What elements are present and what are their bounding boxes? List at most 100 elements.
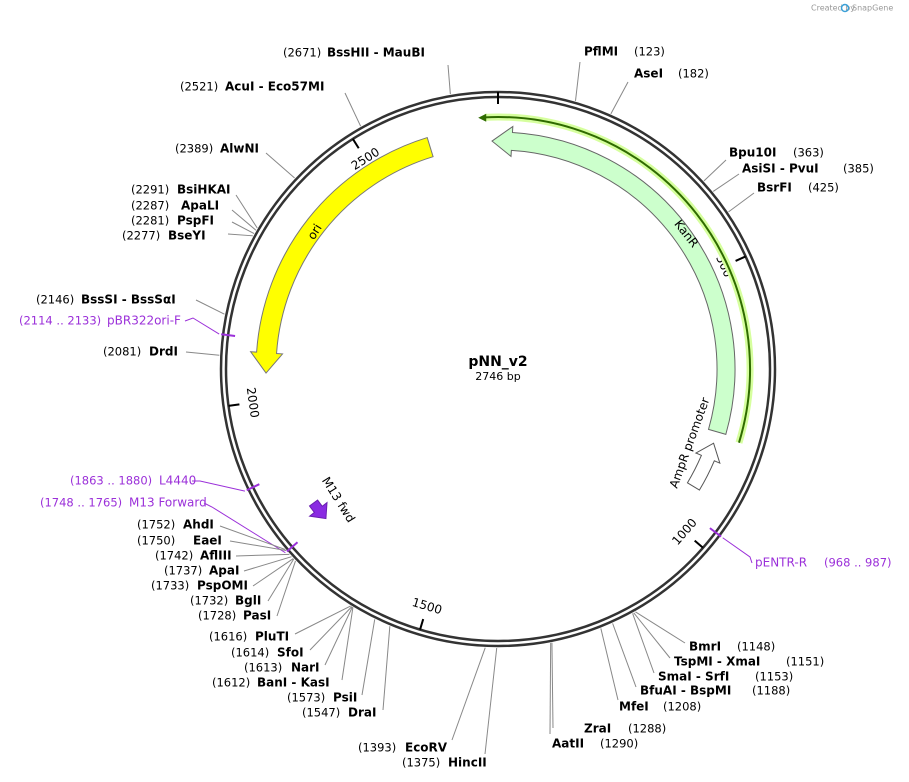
tick-mark <box>694 539 704 549</box>
site-position: (363) <box>793 146 824 160</box>
site-leader <box>235 194 258 229</box>
credit-brand: SnapGene <box>852 4 893 13</box>
site-position: (1153) <box>755 670 793 684</box>
site-leader <box>309 606 353 651</box>
primer-mark <box>221 333 236 338</box>
site-leader <box>635 611 686 644</box>
site-name: Bpu10I <box>729 146 776 160</box>
primer-leader <box>203 502 286 554</box>
site-leader <box>361 619 376 696</box>
primer-leader <box>184 317 220 335</box>
site-leader <box>276 560 296 617</box>
site-leader <box>451 647 486 741</box>
primer-label: L4440 <box>159 474 196 488</box>
site-position: (1614) <box>231 646 269 660</box>
site-leader <box>382 626 391 711</box>
site-name: ZraI <box>584 722 611 736</box>
site-position: (385) <box>843 162 874 176</box>
site-name: NarI <box>291 661 320 675</box>
site-position: (425) <box>808 181 839 195</box>
site-leader <box>185 351 220 356</box>
site-leader <box>484 647 498 755</box>
site-name: AseI <box>634 67 663 81</box>
site-position: (182) <box>678 67 709 81</box>
site-leader <box>703 159 727 182</box>
site-position: (1750) <box>137 534 175 548</box>
site-name: PflMI <box>584 45 618 59</box>
site-position: (2389) <box>175 142 213 156</box>
site-name: PspFI <box>177 214 214 228</box>
site-name: BseYI <box>168 229 206 243</box>
tick-label: 2000 <box>244 387 262 419</box>
site-position: (1547) <box>302 706 340 720</box>
site-position: (1288) <box>628 722 666 736</box>
site-name: BfuAI - BspMI <box>640 684 731 698</box>
primer-mark <box>709 527 722 538</box>
site-leader <box>252 558 294 587</box>
site-name: PluTI <box>255 630 289 644</box>
site-name: ApaLI <box>181 199 219 213</box>
site-name: BsiHKAI <box>177 183 231 197</box>
tick-mark <box>735 255 747 262</box>
primer-mark <box>246 483 260 492</box>
site-name: PsiI <box>333 691 357 705</box>
site-name: SfoI <box>277 646 304 660</box>
site-leader <box>324 606 353 666</box>
site-position: (1732) <box>190 594 228 608</box>
site-leader <box>267 558 295 602</box>
site-name: BssHII - MauBI <box>327 46 425 60</box>
site-name: AatII <box>552 737 584 751</box>
site-name: HincII <box>448 756 487 770</box>
site-position: (1290) <box>600 737 638 751</box>
primer-leader <box>722 537 753 564</box>
site-name: AhdI <box>183 518 214 532</box>
site-leader <box>341 607 354 681</box>
site-position: (1573) <box>287 691 325 705</box>
site-position: (2521) <box>180 80 218 94</box>
site-position: (2291) <box>131 183 169 197</box>
site-name: PspOMI <box>197 579 248 593</box>
site-position: (2081) <box>103 345 141 359</box>
site-leader <box>265 152 295 179</box>
site-leader <box>195 299 225 315</box>
site-name: EaeI <box>193 534 222 548</box>
site-position: (1616) <box>209 630 247 644</box>
site-leader <box>633 612 671 659</box>
site-position: (2287) <box>131 199 169 213</box>
plasmid-length: 2746 bp <box>475 370 520 383</box>
site-position: (1613) <box>244 661 282 675</box>
site-leader <box>610 81 629 115</box>
kanr-highlight <box>484 115 751 443</box>
primer-label: M13 Forward <box>129 496 207 510</box>
kanr-highlight-head <box>478 113 487 122</box>
tick-mark <box>228 403 240 407</box>
site-leader <box>294 605 351 635</box>
tick-label: 1000 <box>669 516 700 548</box>
site-name: EcoRV <box>405 741 448 755</box>
tick-mark <box>419 618 425 630</box>
site-leader <box>632 613 655 674</box>
site-position: (1733) <box>151 579 189 593</box>
site-position: (1151) <box>786 655 824 669</box>
feature-arrow <box>308 499 328 520</box>
site-leader <box>728 192 755 213</box>
site-position: (2281) <box>131 214 169 228</box>
feature-arrow <box>249 136 434 374</box>
site-name: SmaI - SrfI <box>658 670 729 684</box>
primer-label: pENTR-R <box>755 556 807 570</box>
site-name: AflIII <box>200 549 232 563</box>
site-leader <box>612 623 637 688</box>
credit-prefix: Created by <box>811 4 855 13</box>
site-position: (2671) <box>283 46 321 60</box>
site-position: (1612) <box>212 676 250 690</box>
site-leader <box>219 525 286 550</box>
site-name: BsrFI <box>757 181 792 195</box>
site-position: (1752) <box>137 518 175 532</box>
site-leader <box>574 61 581 102</box>
site-position: (1737) <box>164 564 202 578</box>
site-name: MfeI <box>619 700 649 714</box>
site-name: BanI - KasI <box>257 676 330 690</box>
site-position: (1148) <box>737 640 775 654</box>
site-leader <box>551 642 554 729</box>
